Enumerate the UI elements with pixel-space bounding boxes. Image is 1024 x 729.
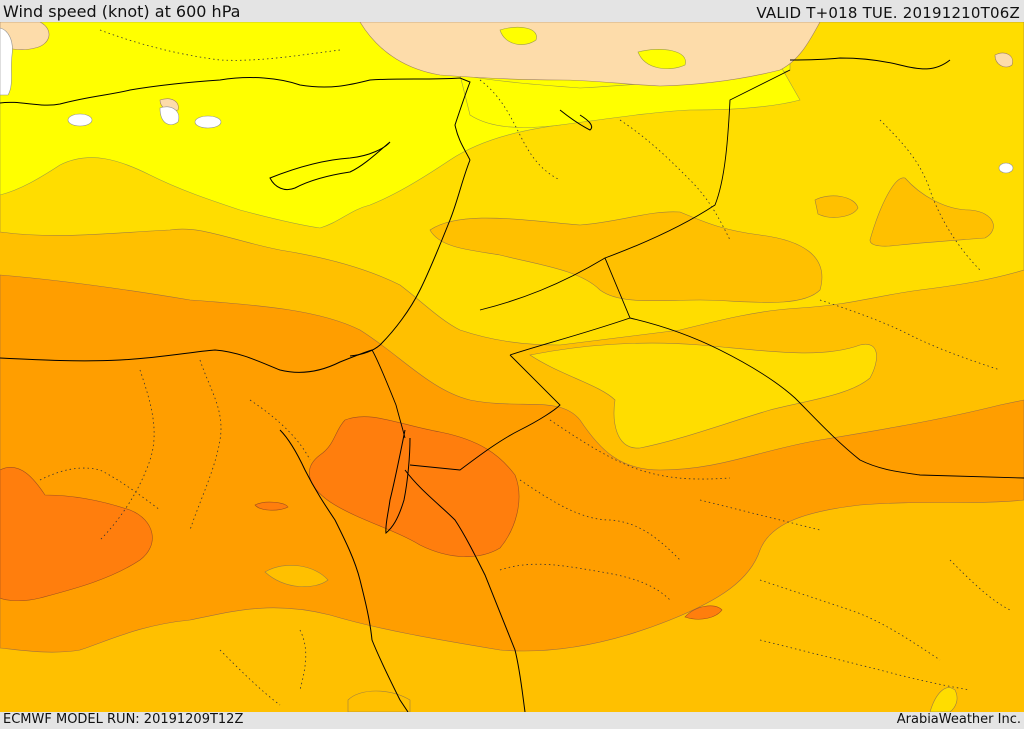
coastlines (0, 57, 951, 712)
band-white-1 (67, 113, 93, 127)
band-amber-patch-3 (814, 195, 859, 218)
model-run-label: ECMWF MODEL RUN: 20191209T12Z (3, 712, 244, 727)
band-amber-patch-2 (869, 177, 994, 247)
band-amber-patch-6 (264, 565, 329, 588)
band-amber-patch-1 (429, 211, 823, 303)
map-title: Wind speed (knot) at 600 hPa (3, 2, 241, 21)
band-white-3 (159, 106, 180, 125)
wind-speed-field (0, 22, 1024, 712)
credit-label: ArabiaWeather Inc. (896, 712, 1021, 727)
band-white-2 (194, 115, 222, 129)
country-borders (371, 69, 1024, 479)
footer-bar: ECMWF MODEL RUN: 20191209T12Z ArabiaWeat… (0, 712, 1024, 729)
band-amber-patch-7 (347, 690, 411, 712)
weather-map[interactable] (0, 22, 1024, 712)
band-yellow-3 (499, 27, 537, 45)
band-peach-3 (994, 52, 1013, 68)
band-dark-orange-3 (684, 605, 723, 620)
band-yellow-4 (637, 49, 686, 70)
band-orange (0, 274, 1024, 653)
band-gold-2 (529, 342, 877, 449)
band-dark-orange-1 (309, 416, 520, 557)
band-white-4 (0, 27, 13, 96)
band-dark-orange-2 (0, 467, 153, 602)
header-bar: Wind speed (knot) at 600 hPa VALID T+018… (0, 0, 1024, 22)
band-yellow-5 (929, 687, 958, 712)
band-dark-orange-4 (254, 501, 289, 511)
band-peach (359, 22, 821, 87)
admin-lines (39, 29, 1011, 706)
valid-time-label: VALID T+018 TUE. 20191210T06Z (756, 4, 1020, 22)
band-white-5 (998, 162, 1014, 174)
